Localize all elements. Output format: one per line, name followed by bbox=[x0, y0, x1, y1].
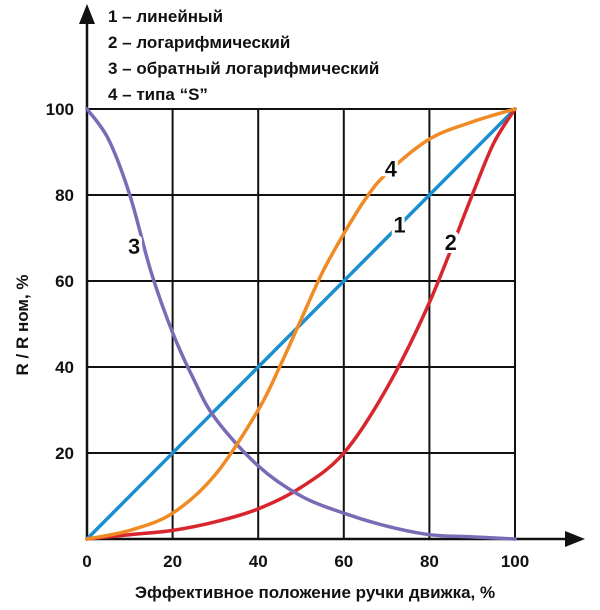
legend-item-2: 2 – логарифмический bbox=[108, 33, 290, 52]
x-axis-label: Эффективное положение ручки движка, % bbox=[135, 583, 495, 602]
series-line-3 bbox=[85, 107, 517, 541]
y-axis-arrow-icon bbox=[79, 4, 95, 24]
x-tick-label: 100 bbox=[501, 552, 529, 571]
series-line-2 bbox=[85, 107, 517, 541]
curve-label-3: 3 bbox=[128, 234, 140, 259]
grid bbox=[87, 108, 516, 539]
x-axis-arrow-icon bbox=[565, 531, 585, 547]
legend-item-1: 1 – линейный bbox=[108, 7, 223, 26]
curve-label-2: 2 bbox=[445, 230, 457, 255]
y-tick-label: 60 bbox=[55, 272, 74, 291]
x-tick-label: 80 bbox=[420, 552, 439, 571]
y-tick-label: 80 bbox=[55, 186, 74, 205]
x-tick-label: 20 bbox=[163, 552, 182, 571]
legend: 1 – линейный 2 – логарифмический 3 – обр… bbox=[108, 7, 379, 104]
legend-item-4: 4 – типа “S” bbox=[108, 85, 208, 104]
x-tick-label: 60 bbox=[334, 552, 353, 571]
y-tick-label: 40 bbox=[55, 358, 74, 377]
x-tick-label: 0 bbox=[82, 552, 91, 571]
x-tick-label: 40 bbox=[249, 552, 268, 571]
curve-labels: 1 2 3 4 bbox=[128, 157, 457, 259]
y-tick-label: 100 bbox=[46, 100, 74, 119]
legend-item-3: 3 – обратный логарифмический bbox=[108, 59, 379, 78]
series-group bbox=[85, 107, 517, 541]
curve-label-4: 4 bbox=[385, 157, 398, 182]
y-axis-label: R / R ном, % bbox=[13, 274, 32, 375]
series-line-4 bbox=[85, 107, 517, 541]
tick-labels: 0 20 40 60 80 100 20 40 60 80 100 bbox=[46, 100, 530, 571]
curve-label-1: 1 bbox=[393, 213, 405, 238]
y-tick-label: 20 bbox=[55, 444, 74, 463]
series-line-1 bbox=[85, 107, 517, 541]
